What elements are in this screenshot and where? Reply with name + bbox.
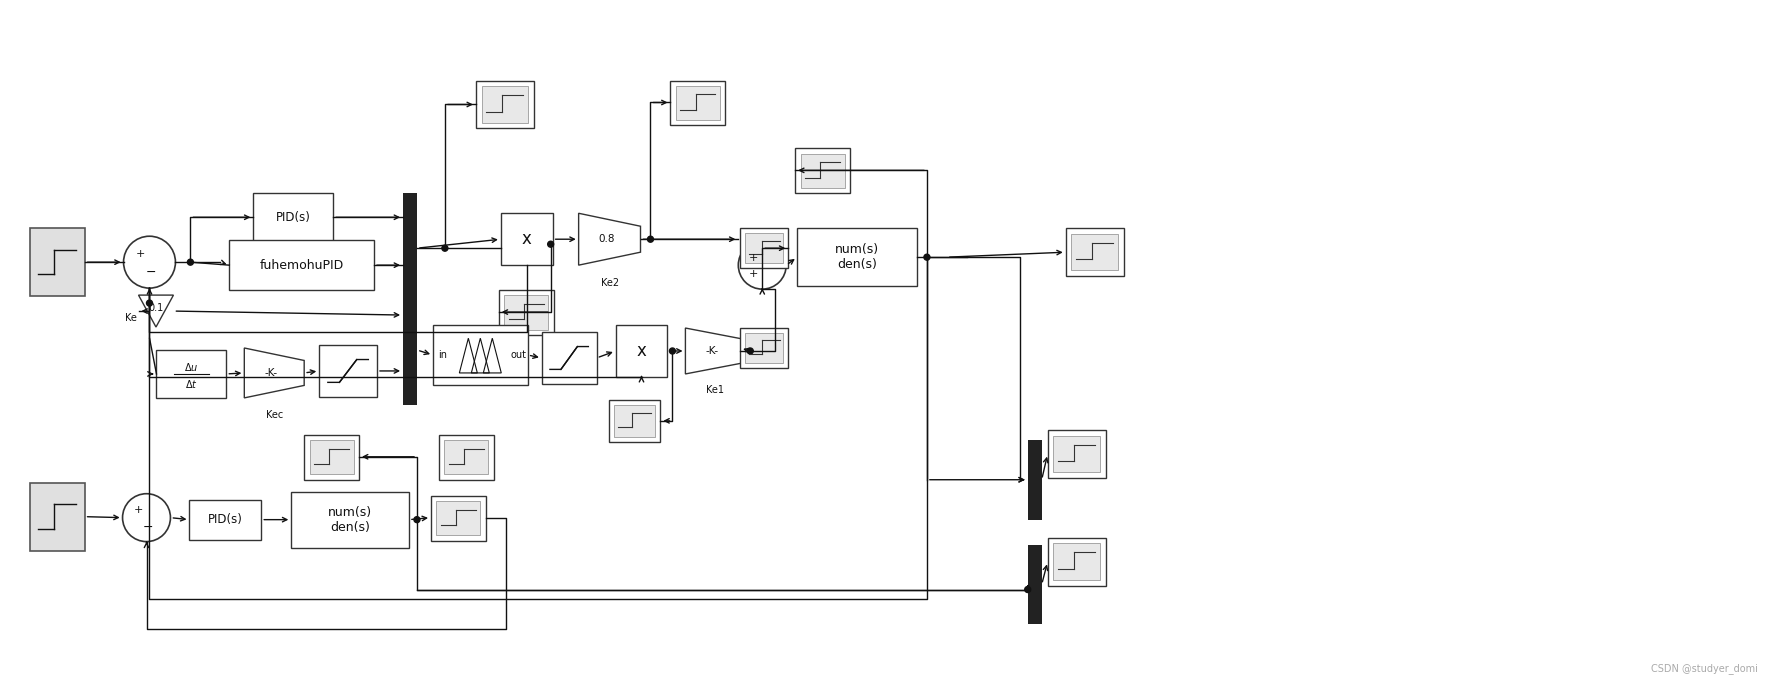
FancyBboxPatch shape — [500, 214, 553, 265]
FancyBboxPatch shape — [797, 228, 916, 286]
Text: $\Delta t$: $\Delta t$ — [185, 378, 197, 389]
Text: +: + — [749, 269, 758, 278]
FancyBboxPatch shape — [404, 295, 416, 405]
Circle shape — [123, 494, 171, 542]
FancyBboxPatch shape — [253, 194, 333, 241]
FancyBboxPatch shape — [30, 228, 85, 296]
Circle shape — [187, 259, 194, 265]
Circle shape — [738, 241, 786, 289]
FancyBboxPatch shape — [671, 81, 726, 125]
FancyBboxPatch shape — [310, 440, 354, 474]
Text: +: + — [133, 506, 142, 515]
Text: out: out — [511, 350, 527, 360]
Text: Ke1: Ke1 — [706, 385, 724, 395]
FancyBboxPatch shape — [541, 332, 596, 384]
Text: PID(s): PID(s) — [208, 513, 242, 526]
FancyBboxPatch shape — [608, 400, 660, 442]
FancyBboxPatch shape — [304, 435, 359, 480]
FancyBboxPatch shape — [676, 86, 720, 120]
FancyBboxPatch shape — [229, 240, 374, 290]
FancyBboxPatch shape — [1053, 435, 1099, 472]
FancyBboxPatch shape — [801, 154, 845, 188]
FancyBboxPatch shape — [318, 345, 377, 397]
FancyBboxPatch shape — [1028, 440, 1042, 520]
Text: 0.8: 0.8 — [598, 234, 616, 244]
Circle shape — [415, 517, 420, 523]
FancyBboxPatch shape — [292, 492, 409, 548]
FancyBboxPatch shape — [475, 81, 534, 128]
Text: fuhemohuPID: fuhemohuPID — [260, 258, 343, 271]
Polygon shape — [139, 295, 173, 327]
Text: −: − — [142, 521, 153, 534]
Circle shape — [548, 241, 553, 247]
FancyBboxPatch shape — [30, 483, 85, 551]
FancyBboxPatch shape — [1048, 430, 1105, 477]
FancyBboxPatch shape — [445, 440, 487, 474]
FancyBboxPatch shape — [1048, 537, 1105, 586]
FancyBboxPatch shape — [740, 328, 788, 368]
FancyBboxPatch shape — [1028, 544, 1042, 624]
FancyBboxPatch shape — [189, 500, 262, 539]
Text: x: x — [637, 342, 646, 360]
Text: -K-: -K- — [706, 346, 719, 356]
Text: Kec: Kec — [265, 411, 283, 420]
Circle shape — [669, 348, 676, 354]
Text: in: in — [438, 350, 447, 360]
Polygon shape — [685, 328, 745, 374]
FancyBboxPatch shape — [432, 325, 528, 385]
Text: 0.1: 0.1 — [148, 303, 164, 313]
FancyBboxPatch shape — [439, 435, 495, 480]
FancyBboxPatch shape — [1071, 234, 1117, 270]
Circle shape — [146, 300, 153, 306]
Circle shape — [747, 348, 753, 354]
FancyBboxPatch shape — [1053, 544, 1099, 579]
Polygon shape — [578, 214, 640, 265]
FancyBboxPatch shape — [745, 233, 783, 263]
FancyBboxPatch shape — [614, 405, 655, 437]
Text: $\Delta u$: $\Delta u$ — [185, 361, 199, 373]
Text: +: + — [749, 253, 758, 263]
Text: CSDN @studyer_domi: CSDN @studyer_domi — [1651, 664, 1758, 675]
Text: x: x — [521, 230, 532, 248]
FancyBboxPatch shape — [740, 228, 788, 268]
FancyBboxPatch shape — [616, 325, 667, 377]
FancyBboxPatch shape — [404, 194, 416, 303]
Text: PID(s): PID(s) — [276, 211, 311, 224]
Circle shape — [441, 245, 448, 251]
Text: num(s)
den(s): num(s) den(s) — [327, 506, 372, 534]
FancyBboxPatch shape — [436, 501, 480, 535]
Circle shape — [923, 254, 930, 260]
Text: -K-: -K- — [265, 368, 278, 378]
Text: Ke: Ke — [125, 313, 137, 323]
Text: Ke2: Ke2 — [601, 278, 619, 288]
Text: −: − — [146, 266, 157, 279]
FancyBboxPatch shape — [498, 290, 553, 335]
FancyBboxPatch shape — [431, 495, 486, 541]
FancyBboxPatch shape — [503, 296, 548, 329]
Polygon shape — [244, 348, 304, 398]
Circle shape — [648, 236, 653, 243]
FancyBboxPatch shape — [157, 350, 226, 398]
FancyBboxPatch shape — [745, 333, 783, 363]
Text: num(s)
den(s): num(s) den(s) — [834, 243, 879, 271]
Circle shape — [1025, 586, 1030, 593]
Circle shape — [123, 236, 176, 288]
FancyBboxPatch shape — [1066, 228, 1124, 276]
FancyBboxPatch shape — [795, 148, 850, 194]
FancyBboxPatch shape — [482, 86, 528, 123]
Text: +: + — [135, 249, 146, 259]
